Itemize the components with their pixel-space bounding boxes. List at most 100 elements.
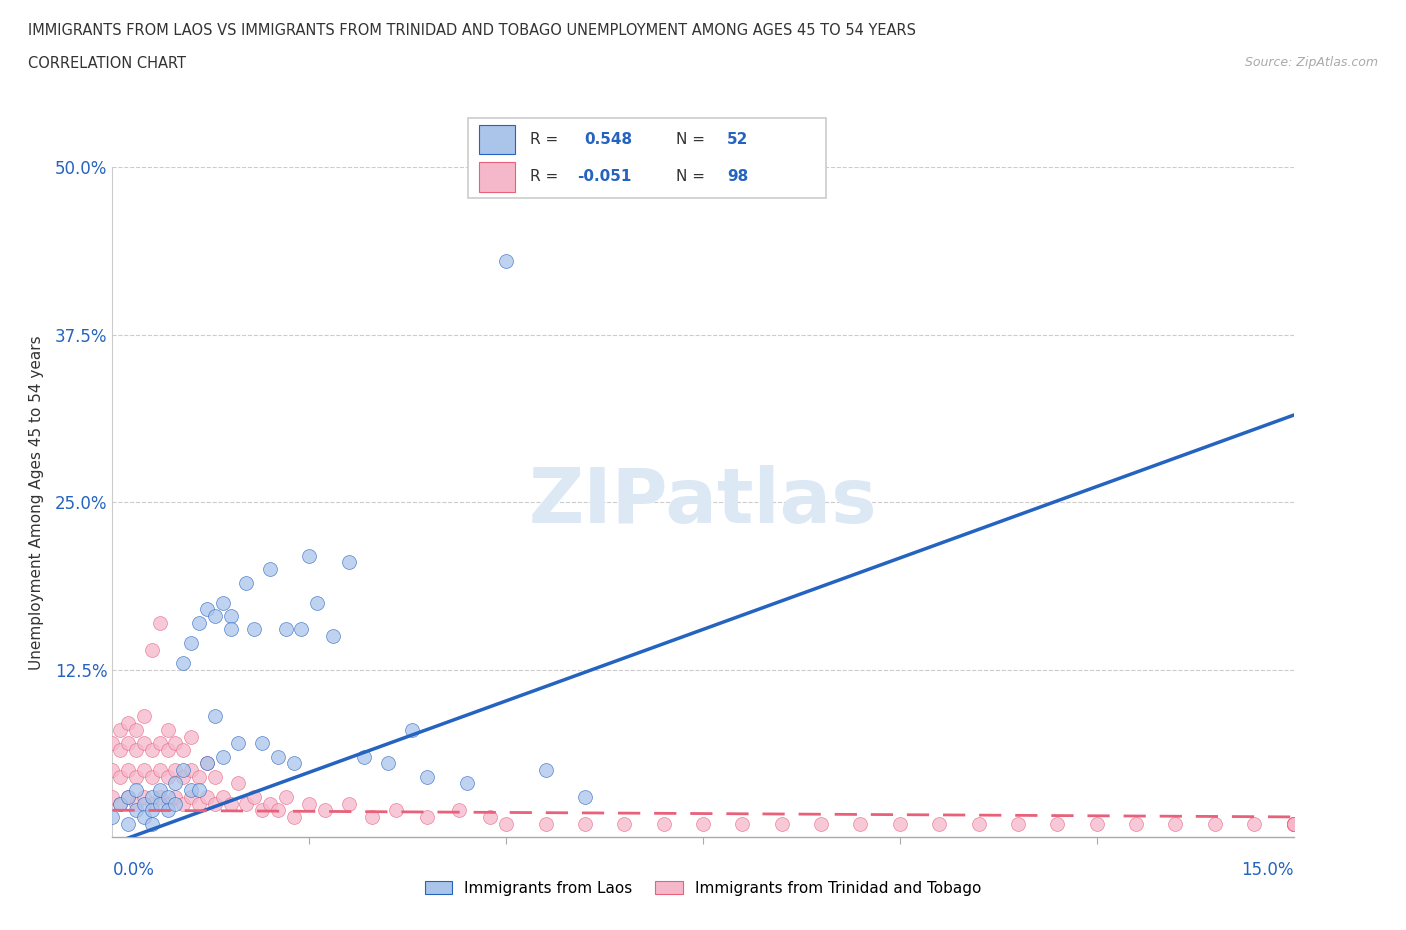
Point (479, 809, 502, 824)
Point (180, 635, 202, 650)
Point (1282, 817, 1305, 831)
Point (889, 817, 911, 831)
Point (283, 756, 305, 771)
Point (132, 736, 155, 751)
Point (219, 622, 242, 637)
Point (1282, 817, 1305, 831)
Point (125, 783, 148, 798)
Point (967, 817, 990, 831)
Point (1282, 817, 1305, 831)
Point (101, 736, 124, 751)
Point (188, 616, 211, 631)
Text: N =: N = (676, 132, 704, 147)
Point (810, 817, 832, 831)
Point (1007, 817, 1029, 831)
Text: R =: R = (530, 169, 558, 184)
Point (243, 622, 266, 637)
Point (267, 750, 290, 764)
Point (495, 817, 517, 831)
Point (211, 595, 233, 610)
Point (267, 803, 290, 817)
Text: N =: N = (676, 169, 704, 184)
Point (298, 549, 321, 564)
Point (1046, 817, 1069, 831)
Point (290, 622, 312, 637)
Point (125, 769, 148, 784)
Point (149, 796, 172, 811)
Point (180, 729, 202, 744)
Point (250, 736, 273, 751)
Point (117, 790, 139, 804)
Point (274, 790, 297, 804)
Point (125, 796, 148, 811)
Point (1164, 817, 1187, 831)
Point (132, 809, 155, 824)
Point (928, 817, 950, 831)
Point (211, 750, 233, 764)
Point (416, 809, 439, 824)
Point (117, 817, 139, 831)
Point (495, 254, 517, 269)
Point (1125, 817, 1147, 831)
Point (141, 642, 163, 657)
Text: ZIPatlas: ZIPatlas (529, 465, 877, 539)
Point (228, 736, 250, 751)
Text: 0.548: 0.548 (585, 132, 633, 147)
Point (849, 817, 872, 831)
Point (211, 790, 233, 804)
Point (770, 817, 793, 831)
Text: 15.0%: 15.0% (1241, 860, 1294, 879)
Point (204, 709, 226, 724)
Point (149, 763, 172, 777)
Text: 52: 52 (727, 132, 748, 147)
Point (125, 742, 148, 757)
Point (1282, 817, 1305, 831)
Point (204, 608, 226, 623)
Point (195, 602, 218, 617)
Point (141, 769, 163, 784)
Point (1282, 817, 1305, 831)
Point (117, 763, 139, 777)
Text: Source: ZipAtlas.com: Source: ZipAtlas.com (1244, 56, 1378, 69)
Point (219, 796, 242, 811)
Text: -0.051: -0.051 (578, 169, 631, 184)
Point (110, 796, 132, 811)
Point (132, 796, 155, 811)
Point (188, 769, 211, 784)
Point (149, 790, 172, 804)
Point (195, 790, 218, 804)
Point (1282, 817, 1305, 831)
Point (250, 803, 273, 817)
Point (125, 723, 148, 737)
Point (165, 790, 187, 804)
Point (259, 562, 281, 577)
Point (228, 776, 250, 790)
Point (141, 796, 163, 811)
Point (172, 656, 194, 671)
Point (117, 790, 139, 804)
Point (132, 763, 155, 777)
Point (172, 769, 194, 784)
Point (307, 595, 329, 610)
Point (165, 736, 187, 751)
Point (117, 736, 139, 751)
Point (377, 756, 399, 771)
Point (416, 769, 439, 784)
Point (188, 796, 211, 811)
Point (353, 750, 375, 764)
Point (259, 796, 281, 811)
Point (110, 742, 132, 757)
Point (534, 763, 557, 777)
Point (165, 763, 187, 777)
Point (110, 769, 132, 784)
Y-axis label: Unemployment Among Ages 45 to 54 years: Unemployment Among Ages 45 to 54 years (30, 335, 44, 670)
Point (574, 817, 596, 831)
Point (337, 555, 360, 570)
Point (125, 803, 148, 817)
Point (165, 776, 187, 790)
Point (180, 763, 202, 777)
Point (1204, 817, 1226, 831)
Point (156, 790, 179, 804)
Point (1282, 817, 1305, 831)
Point (132, 790, 155, 804)
